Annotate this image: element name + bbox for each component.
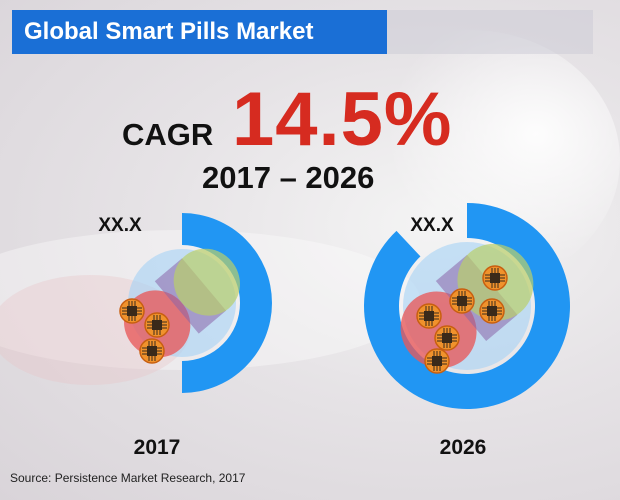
donut-ring-2017 [182,213,272,393]
data-label-2017: XX.X [98,215,142,236]
data-label-2026: XX.X [410,215,454,236]
category-label-2026: 2026 [440,436,487,459]
title-bar-extension [387,10,593,54]
chip-cluster-2017 [119,298,170,364]
donut-group-2017: XX.X 2017 [98,213,272,459]
smart-pill-icon [124,248,240,358]
chart-title: Global Smart Pills Market [12,10,387,54]
cagr-period: 2017 – 2026 [202,160,375,195]
category-label-2017: 2017 [134,436,181,459]
source-note: Source: Persistence Market Research, 201… [10,471,246,485]
cagr-label: CAGR [122,117,214,152]
chip-cluster-2026 [416,265,508,374]
pill-half-green [173,248,240,316]
donut-group-2026: XX.X 2026 [364,203,570,459]
cagr-value: 14.5% [232,77,453,162]
